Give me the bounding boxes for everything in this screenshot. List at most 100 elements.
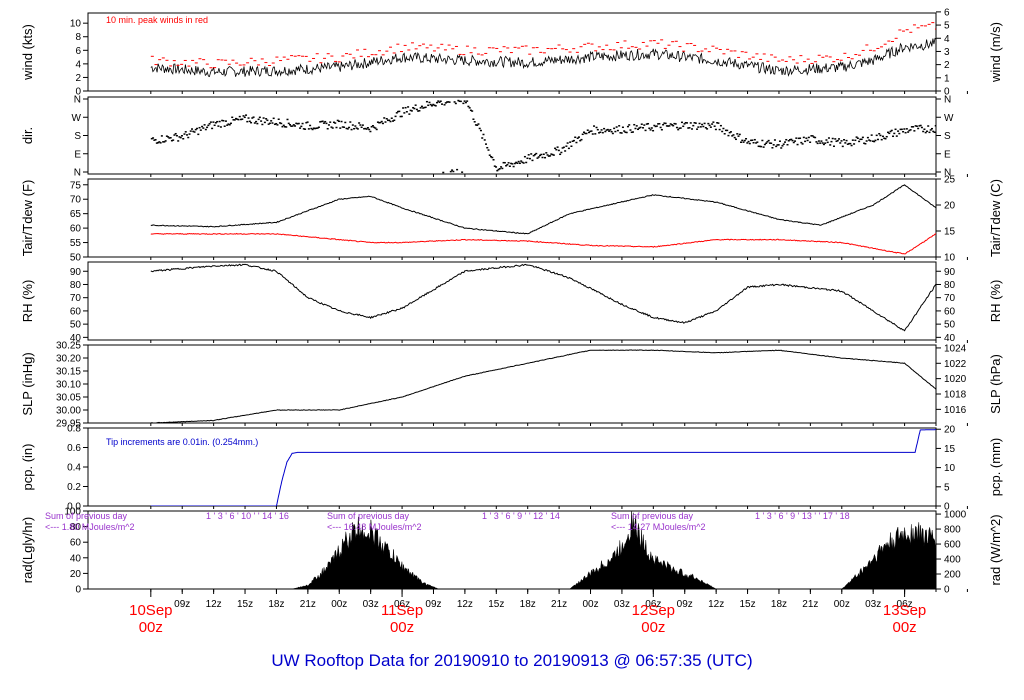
direction-point	[932, 130, 935, 133]
y-tick-label-right: N	[944, 95, 951, 106]
x-tick-label: 03z	[865, 599, 881, 610]
direction-point	[941, 126, 943, 128]
direction-point	[523, 155, 526, 158]
series-precip-accum	[150, 429, 936, 506]
y-tick-label-left: 100	[64, 507, 81, 518]
direction-point	[876, 138, 879, 141]
y-axis-label-left: pcp. (in)	[20, 444, 35, 491]
direction-point	[778, 140, 781, 142]
direction-point	[752, 142, 755, 144]
direction-point	[556, 146, 559, 148]
direction-point	[299, 127, 302, 129]
direction-point	[712, 121, 715, 123]
direction-point	[322, 122, 325, 124]
direction-point	[520, 160, 523, 162]
x-tick-label: 09z	[425, 599, 441, 610]
direction-point	[168, 137, 171, 139]
direction-point	[777, 144, 780, 146]
direction-point	[232, 119, 235, 121]
y-tick-label-left: 29.95	[56, 419, 81, 430]
direction-point	[487, 149, 490, 151]
direction-point	[698, 122, 701, 125]
direction-point	[912, 126, 915, 128]
direction-point	[271, 122, 274, 124]
direction-point	[202, 127, 205, 129]
direction-point	[898, 132, 901, 135]
direction-point	[820, 140, 823, 142]
direction-point	[757, 145, 760, 148]
direction-point	[959, 126, 961, 128]
direction-point	[380, 120, 383, 123]
direction-point	[740, 141, 743, 144]
direction-point	[883, 137, 886, 140]
direction-point	[277, 118, 280, 121]
direction-point	[540, 153, 543, 156]
direction-point	[415, 108, 418, 111]
direction-point	[439, 100, 442, 102]
direction-point	[407, 106, 410, 108]
direction-point	[590, 130, 593, 132]
direction-point	[513, 162, 516, 165]
direction-point	[469, 109, 472, 112]
direction-point	[582, 131, 585, 134]
direction-point	[203, 124, 206, 126]
direction-point	[689, 122, 692, 124]
direction-point	[478, 127, 481, 130]
direction-point	[175, 134, 178, 137]
direction-point	[430, 105, 433, 107]
direction-point	[665, 125, 668, 127]
direction-point	[321, 120, 324, 123]
direction-point	[383, 117, 386, 119]
direction-point	[584, 132, 587, 135]
direction-point	[349, 121, 352, 123]
direction-point	[446, 101, 449, 103]
direction-point	[224, 120, 227, 122]
y-tick-label-left: 90	[70, 267, 82, 278]
direction-point	[332, 121, 335, 124]
direction-point	[580, 138, 583, 141]
direction-point	[451, 169, 454, 171]
direction-point	[846, 143, 849, 145]
direction-point	[473, 121, 476, 123]
y-axis-label-right: Tair/Tdew (C)	[988, 179, 1003, 257]
direction-point	[375, 128, 378, 131]
y-tick-label-left: 30.05	[56, 393, 81, 404]
direction-point	[462, 102, 465, 105]
y-tick-label-right: E	[944, 149, 951, 160]
direction-point	[228, 123, 231, 126]
direction-point	[657, 123, 660, 125]
direction-point	[282, 124, 285, 127]
direction-point	[304, 128, 307, 130]
y-tick-label-left: N	[74, 95, 81, 106]
direction-point	[600, 129, 603, 131]
direction-point	[742, 141, 745, 143]
direction-point	[856, 137, 859, 139]
direction-point	[642, 127, 645, 129]
x-tick-label: 18z	[268, 599, 284, 610]
y-tick-label-right: 2	[944, 60, 950, 71]
direction-point	[183, 133, 186, 135]
y-tick-label-left: 2	[75, 73, 81, 84]
y-tick-label-left: 4	[75, 59, 81, 70]
direction-point	[875, 134, 878, 137]
direction-point	[449, 170, 452, 173]
direction-point	[392, 120, 395, 122]
direction-point	[256, 122, 259, 125]
direction-point	[734, 138, 737, 141]
direction-point	[815, 141, 818, 143]
direction-point	[484, 143, 487, 145]
direction-point	[433, 104, 436, 107]
direction-point	[731, 135, 734, 137]
direction-point	[397, 110, 400, 113]
direction-point	[702, 125, 705, 128]
direction-point	[160, 135, 163, 137]
direction-point	[561, 147, 564, 149]
direction-point	[907, 131, 910, 133]
direction-point	[816, 142, 819, 145]
direction-point	[629, 129, 632, 131]
direction-point	[719, 124, 722, 127]
direction-point	[741, 139, 744, 142]
direction-point	[812, 136, 815, 138]
direction-point	[378, 121, 381, 124]
